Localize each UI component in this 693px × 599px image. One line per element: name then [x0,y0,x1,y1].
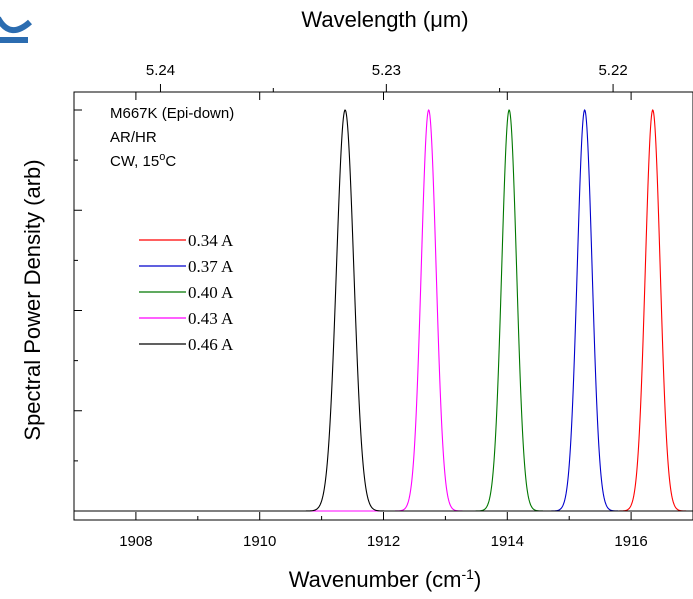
x2-tick-label: 5.24 [146,62,175,79]
series-line [74,108,693,512]
series-line [74,109,693,512]
x-tick-label: 1908 [119,533,152,550]
legend: 0.34 A 0.37 A 0.40 A 0.43 A 0.46 A [139,231,234,354]
x-tick-label: 1912 [367,533,400,550]
legend-label: 0.43 A [188,309,234,328]
y-axis-title: Spectral Power Density (arb) [20,159,45,440]
series-line [74,108,693,512]
legend-label: 0.37 A [188,257,234,276]
x2-tick-label: 5.23 [372,62,401,79]
legend-label: 0.46 A [188,335,234,354]
sample-annotation: M667K (Epi-down) [110,105,234,122]
series-line [74,109,693,512]
condition-annotation: CW, 15oC [110,151,176,170]
top-axis-title: Wavelength (μm) [301,7,468,32]
x-tick-label: 1914 [491,533,524,550]
x2-tick-label: 5.22 [598,62,627,79]
x-tick-label: 1910 [243,533,276,550]
x-axis-title: Wavenumber (cm-1) [289,566,482,592]
logo-mark [0,16,33,33]
series-line [74,109,693,512]
legend-label: 0.34 A [188,231,234,250]
coating-annotation: AR/HR [110,129,157,146]
legend-label: 0.40 A [188,283,234,302]
axis-ticks: 1908 1910 1912 1914 1916 5.24 5.23 5.22 [73,62,693,550]
series-group [74,108,693,512]
x-tick-label: 1916 [614,533,647,550]
